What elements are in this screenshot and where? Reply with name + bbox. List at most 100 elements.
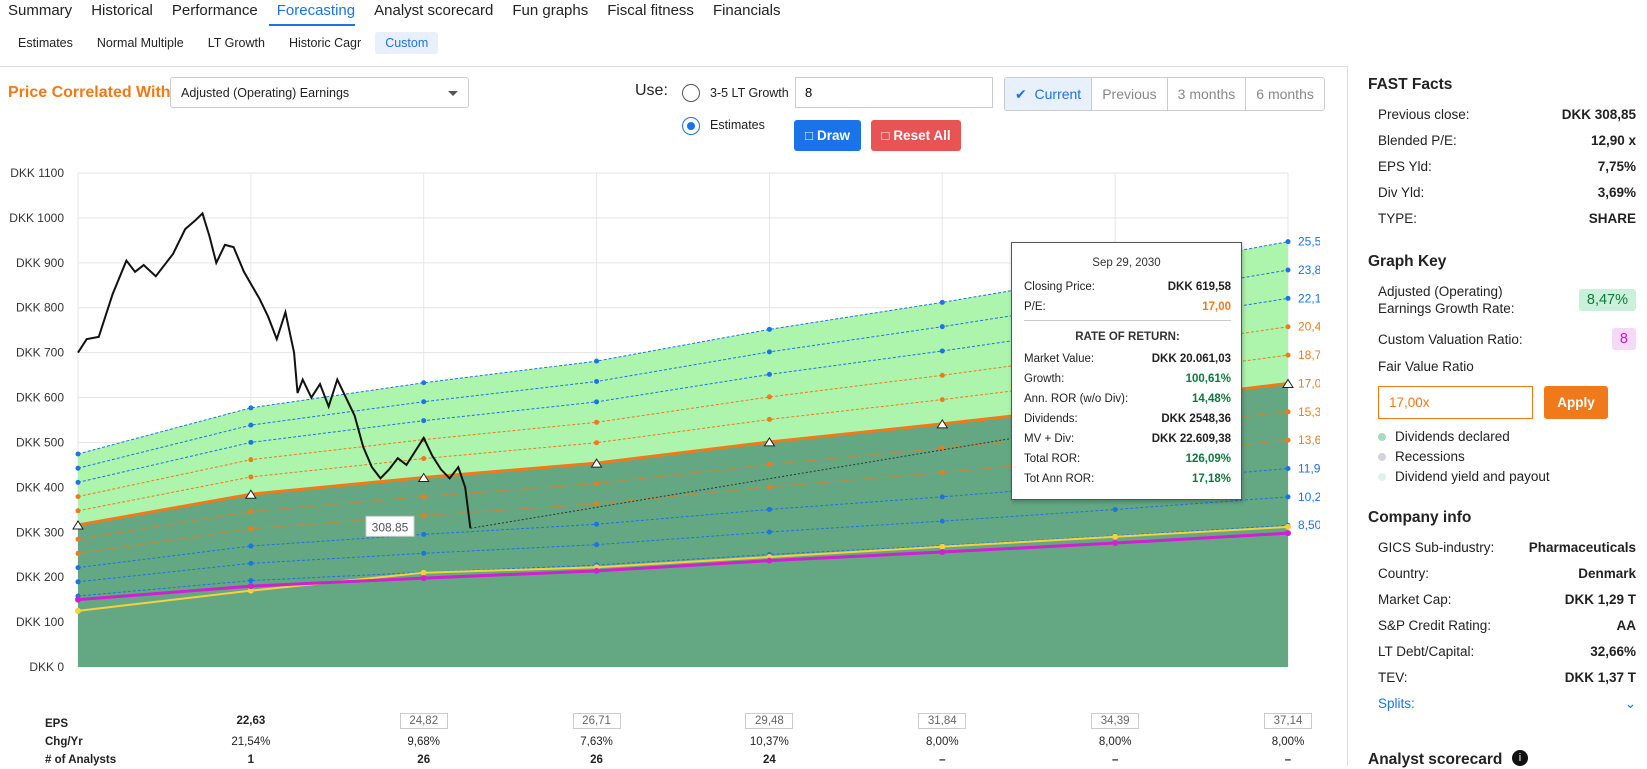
custom-ratio-point — [420, 575, 427, 582]
eps-cell: 34,39 — [1080, 713, 1150, 729]
custom-ratio-line — [77, 531, 1289, 602]
subtab-custom[interactable]: Custom — [375, 32, 439, 54]
eps-cell: 37,14 — [1253, 713, 1323, 729]
apply-button[interactable]: Apply — [1544, 386, 1608, 419]
info-label: TEV: — [1378, 670, 1408, 685]
triangle-marker-icon — [936, 418, 949, 429]
dividend-point — [939, 543, 946, 550]
divider — [0, 66, 1347, 67]
multiple-point — [766, 529, 772, 535]
eps-estimate-value: 24,82 — [399, 713, 448, 729]
tooltip-date: Sep 29, 2030 — [1092, 257, 1161, 269]
multiple-point — [594, 419, 600, 425]
multiple-point — [1285, 267, 1291, 273]
multiple-label: 18,70x — [1298, 348, 1320, 362]
tooltip-divider — [1024, 320, 1231, 321]
tab-financials[interactable]: Financials — [712, 2, 781, 19]
tooltip-ror-header: RATE OF RETURN: — [1075, 331, 1180, 343]
y-tick-label: DKK 0 — [29, 660, 64, 674]
tab-analyst-scorecard[interactable]: Analyst scorecard — [374, 2, 494, 19]
multiple-label: 22,10x — [1298, 291, 1320, 305]
multiple-point — [248, 509, 254, 515]
multiple-point — [1285, 437, 1291, 443]
y-tick-label: DKK 1100 — [10, 166, 64, 180]
tab-forecasting[interactable]: Forecasting — [268, 0, 356, 26]
chevron-down-icon: ⌄ — [1624, 696, 1636, 711]
multiple-point — [421, 531, 427, 537]
chg-cell: 10,37% — [749, 736, 789, 748]
dividend-line — [77, 525, 1289, 612]
tooltip-growth: Growth: 100,61% — [1024, 373, 1231, 385]
top-nav: Summary Historical Performance Forecasti… — [0, 0, 791, 26]
reset-all-button[interactable]: □ Reset All — [871, 120, 961, 151]
fact-div-yld: Div Yld: 3,69% — [1378, 185, 1636, 200]
multiple-line — [77, 496, 1289, 583]
tooltip-value: DKK 20.061,03 — [1151, 353, 1231, 365]
period-current[interactable]: ✔ Current — [1005, 78, 1092, 110]
legend-recessions[interactable]: Recessions — [1378, 449, 1465, 464]
reset-icon: □ — [881, 128, 890, 143]
legend-dividend-yield[interactable]: Dividend yield and payout — [1378, 469, 1550, 484]
dividend-point — [75, 607, 81, 614]
multiple-point — [248, 474, 254, 480]
analyst-scorecard-title: Analyst scorecard — [1368, 751, 1503, 768]
multiple-label: 23,80x — [1298, 263, 1320, 277]
analysts-cell: – — [939, 754, 946, 766]
period-current-label: Current — [1034, 86, 1082, 102]
key-custom-value: 8 — [1611, 328, 1636, 350]
multiple-point — [766, 416, 772, 422]
radio-estimates-label: Estimates — [710, 118, 765, 132]
tab-fun-graphs[interactable]: Fun graphs — [512, 2, 589, 19]
tooltip-value: DKK 22.609,38 — [1151, 433, 1231, 445]
tab-fiscal-fitness[interactable]: Fiscal fitness — [607, 2, 694, 19]
splits-toggle[interactable]: Splits: ⌄ — [1378, 696, 1636, 712]
info-lt-debt: LT Debt/Capital: 32,66% — [1378, 644, 1636, 659]
tab-performance[interactable]: Performance — [171, 2, 258, 19]
subtab-historic-cagr[interactable]: Historic Cagr — [288, 36, 362, 50]
multiple-point — [594, 480, 600, 486]
subtab-estimates[interactable]: Estimates — [18, 36, 73, 50]
tab-summary[interactable]: Summary — [8, 2, 73, 19]
radio-lt-growth[interactable] — [682, 84, 700, 102]
valuation-chart[interactable]: DKK 1100 DKK 1000 DKK 900 DKK 800 DKK 700 DKK… — [0, 160, 1320, 685]
lt-growth-input[interactable] — [795, 77, 993, 108]
multiple-point — [766, 349, 772, 355]
check-icon: ✔ — [1015, 86, 1027, 102]
multiple-point — [1285, 239, 1291, 245]
period-6-months[interactable]: 6 months — [1245, 78, 1324, 110]
multiple-point — [594, 521, 600, 527]
multiple-point — [421, 493, 427, 499]
x-tick-label: 12/31/30 — [1264, 684, 1313, 685]
custom-ratio-point — [1285, 530, 1291, 537]
subtab-lt-growth[interactable]: LT Growth — [207, 36, 265, 50]
radio-estimates[interactable] — [682, 117, 700, 135]
tab-historical[interactable]: Historical — [91, 2, 153, 19]
custom-ratio-point — [247, 583, 254, 590]
subtab-normal-multiple[interactable]: Normal Multiple — [96, 36, 184, 50]
period-3-months[interactable]: 3 months — [1166, 78, 1246, 110]
tooltip-mv-div: MV + Div: DKK 22.609,38 — [1024, 433, 1231, 445]
draw-button[interactable]: □ Draw — [794, 120, 861, 151]
info-icon[interactable]: i — [1512, 750, 1528, 766]
info-value: Pharmaceuticals — [1528, 540, 1636, 555]
multiple-point — [421, 512, 427, 518]
eps-cell: 22,63 — [236, 715, 266, 727]
legend-dividends-declared[interactable]: Dividends declared — [1378, 429, 1510, 444]
eps-estimate-value: 26,71 — [572, 713, 621, 729]
multiple-point — [75, 579, 81, 585]
multiple-point — [1112, 506, 1118, 512]
key-growth-label: Adjusted (Operating) Earnings Growth Rat… — [1378, 284, 1515, 316]
tooltip-label: Market Value: — [1024, 353, 1095, 365]
chg-cell: 8,00% — [1098, 736, 1132, 748]
legend-label: Dividend yield and payout — [1395, 469, 1550, 484]
multiple-point — [421, 456, 427, 462]
multiple-point — [75, 565, 81, 571]
multiple-line — [77, 524, 1289, 597]
metric-select[interactable]: Adjusted (Operating) Earnings — [170, 77, 469, 108]
fair-value-input[interactable]: 17,00x — [1378, 386, 1533, 419]
multiple-point — [594, 379, 600, 385]
period-previous[interactable]: Previous — [1091, 78, 1166, 110]
fact-label: Div Yld: — [1378, 185, 1425, 200]
multiple-point — [594, 440, 600, 446]
info-label: Country: — [1378, 566, 1430, 581]
